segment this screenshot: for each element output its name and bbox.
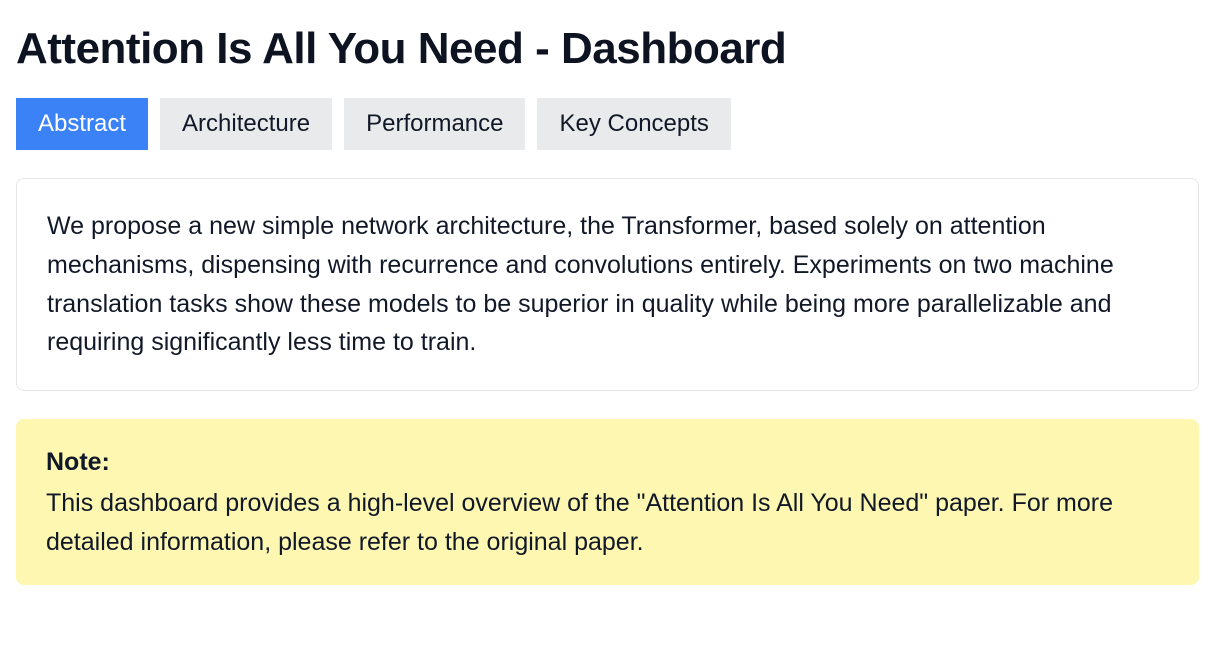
abstract-card: We propose a new simple network architec… [16, 178, 1199, 391]
abstract-text: We propose a new simple network architec… [47, 212, 1114, 356]
note-panel: Note: This dashboard provides a high-lev… [16, 419, 1199, 585]
tab-bar: Abstract Architecture Performance Key Co… [16, 98, 1199, 150]
note-body: This dashboard provides a high-level ove… [46, 489, 1113, 556]
page-title: Attention Is All You Need - Dashboard [16, 24, 1199, 74]
tab-performance[interactable]: Performance [344, 98, 525, 150]
tab-key-concepts[interactable]: Key Concepts [537, 98, 730, 150]
note-label: Note: [46, 443, 1169, 482]
tab-abstract[interactable]: Abstract [16, 98, 148, 150]
tab-architecture[interactable]: Architecture [160, 98, 332, 150]
